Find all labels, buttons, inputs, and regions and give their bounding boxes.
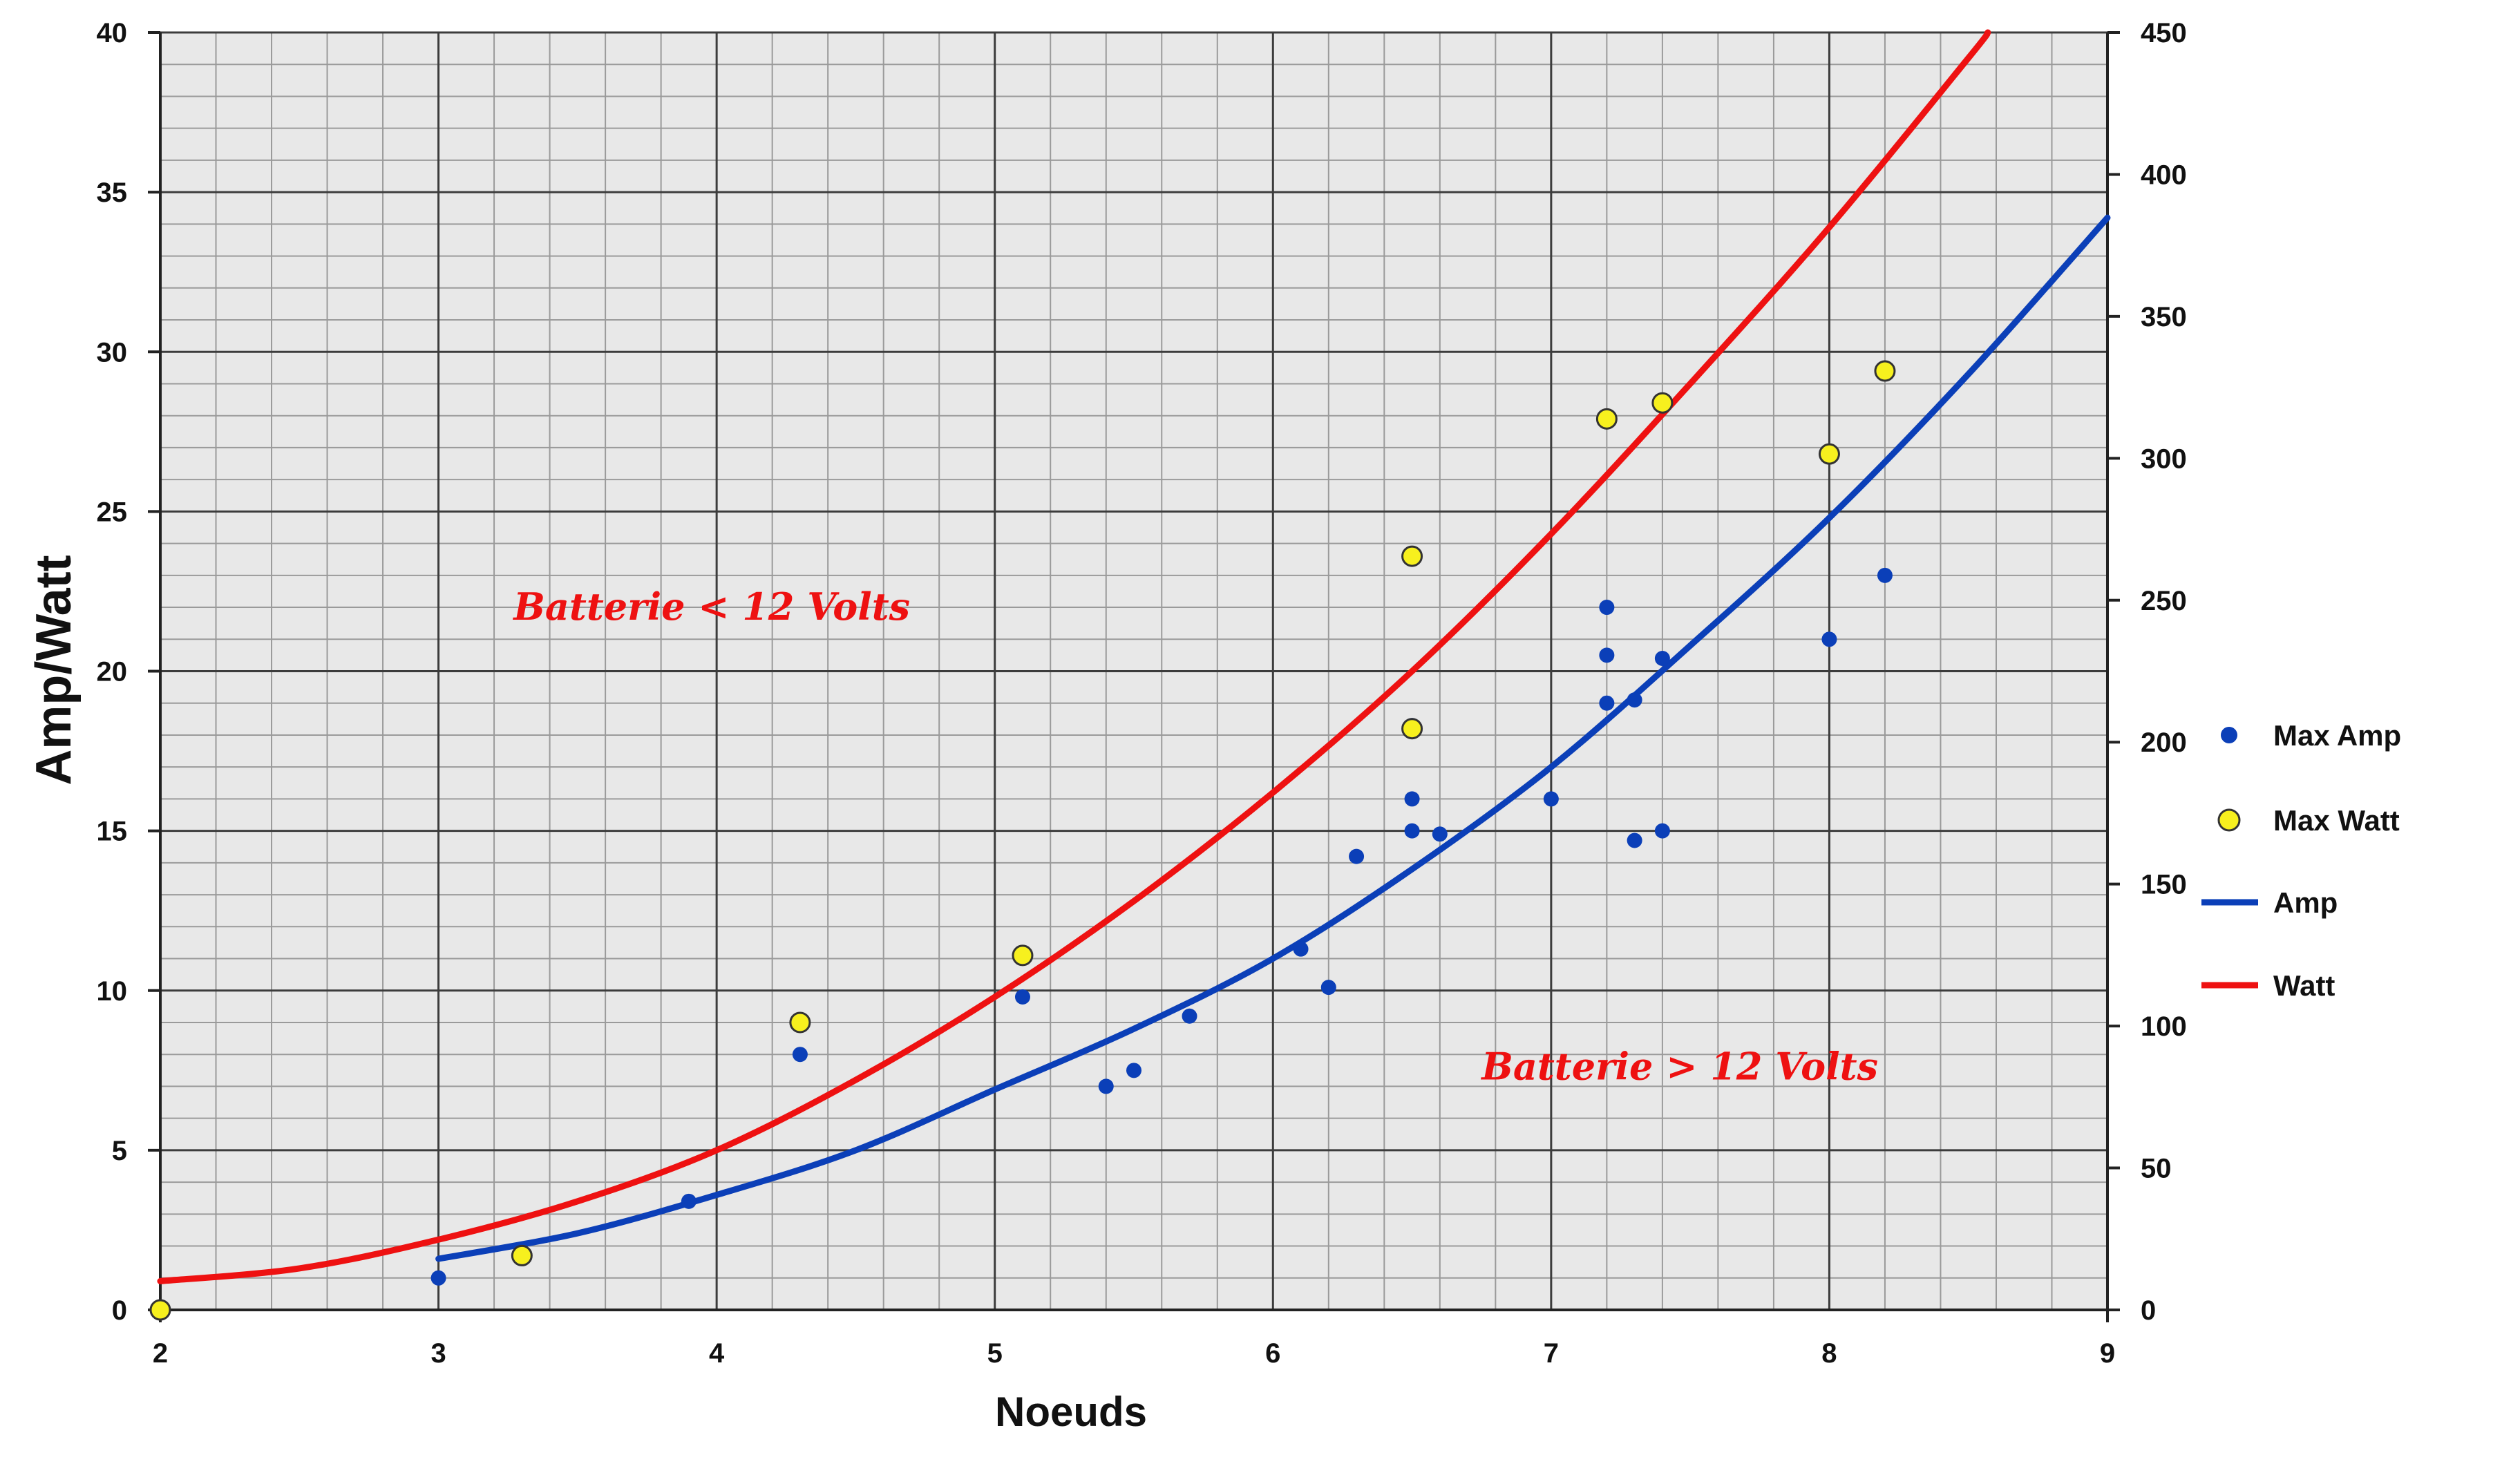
y2-tick-label: 200 bbox=[2141, 727, 2187, 758]
point-max-amp bbox=[1877, 567, 1893, 583]
point-max-amp bbox=[1543, 791, 1559, 807]
point-max-amp bbox=[1654, 823, 1670, 839]
y-tick-label: 30 bbox=[97, 337, 128, 368]
legend-label: Max Watt bbox=[2273, 804, 2400, 837]
point-max-amp bbox=[1627, 692, 1642, 708]
point-max-amp bbox=[681, 1193, 697, 1209]
x-tick-label: 9 bbox=[2100, 1338, 2115, 1369]
y-tick-label: 5 bbox=[112, 1136, 127, 1166]
y2-tick-label: 0 bbox=[2141, 1295, 2156, 1326]
point-max-watt bbox=[1651, 392, 1674, 414]
y-tick-label: 35 bbox=[97, 178, 128, 208]
point-max-amp bbox=[1821, 631, 1837, 647]
legend-label: Watt bbox=[2273, 969, 2335, 1002]
point-max-watt bbox=[1874, 360, 1896, 382]
y2-tick-label: 100 bbox=[2141, 1011, 2187, 1042]
y2-tick-label: 150 bbox=[2141, 870, 2187, 900]
point-max-amp bbox=[1599, 695, 1615, 711]
x-tick-label: 3 bbox=[430, 1338, 446, 1369]
point-max-watt bbox=[1012, 944, 1034, 967]
y2-tick-label: 400 bbox=[2141, 160, 2187, 190]
x-tick-label: 7 bbox=[1544, 1338, 1559, 1369]
y2-tick-label: 350 bbox=[2141, 302, 2187, 332]
point-max-amp bbox=[792, 1047, 808, 1063]
tick-labels: 2 3 4 5 6 7 8 905101520253035400501001502002503… bbox=[97, 18, 2187, 1369]
point-max-amp bbox=[1654, 651, 1670, 667]
data-points bbox=[149, 360, 1896, 1321]
point-max-amp bbox=[1599, 647, 1615, 663]
legend: Max Amp Max Watt Amp Watt bbox=[2201, 719, 2401, 1002]
point-max-amp bbox=[1599, 600, 1615, 616]
point-max-watt bbox=[789, 1011, 811, 1034]
x-axis-title: Noeuds bbox=[995, 1389, 1147, 1435]
point-max-amp bbox=[1293, 941, 1309, 957]
point-max-watt bbox=[149, 1299, 171, 1321]
point-max-amp bbox=[1404, 823, 1420, 839]
point-max-amp bbox=[1432, 826, 1448, 842]
point-max-watt bbox=[511, 1244, 533, 1266]
legend-label: Amp bbox=[2273, 886, 2338, 919]
point-max-watt bbox=[1595, 408, 1618, 430]
x-tick-label: 5 bbox=[987, 1338, 1003, 1369]
trend-lines bbox=[157, 29, 2111, 1284]
x-tick-label: 6 bbox=[1265, 1338, 1280, 1369]
point-max-watt bbox=[1401, 718, 1423, 740]
y-axis-title: Amp/Watt bbox=[26, 555, 82, 785]
series-line-watt bbox=[157, 29, 1991, 1284]
x-tick-label: 4 bbox=[709, 1338, 725, 1369]
y2-tick-label: 250 bbox=[2141, 586, 2187, 616]
legend-marker-max-amp bbox=[2221, 727, 2237, 743]
y-tick-label: 40 bbox=[97, 18, 128, 48]
y-tick-label: 25 bbox=[97, 497, 128, 527]
y2-tick-label: 450 bbox=[2141, 18, 2187, 48]
x-tick-label: 8 bbox=[1821, 1338, 1837, 1369]
annotations: Batterie < 12 Volts Batterie > 12 Volts bbox=[512, 584, 1878, 1089]
legend-marker-max-watt bbox=[2217, 808, 2241, 832]
point-max-amp bbox=[1014, 989, 1030, 1005]
point-max-amp bbox=[1349, 848, 1365, 864]
point-max-amp bbox=[1627, 833, 1642, 848]
y2-tick-label: 300 bbox=[2141, 444, 2187, 474]
series-line-amp bbox=[435, 214, 2111, 1262]
legend-label: Max Amp bbox=[2273, 719, 2401, 752]
x-tick-label: 2 bbox=[153, 1338, 168, 1369]
point-max-amp bbox=[1126, 1063, 1141, 1078]
y-tick-label: 0 bbox=[112, 1295, 127, 1326]
point-max-amp bbox=[1098, 1078, 1114, 1094]
y-tick-label: 10 bbox=[97, 976, 128, 1007]
point-max-amp bbox=[1320, 980, 1336, 996]
point-max-amp bbox=[1404, 791, 1420, 807]
y-tick-label: 20 bbox=[97, 657, 128, 687]
point-max-amp bbox=[430, 1270, 446, 1286]
point-max-watt bbox=[1401, 545, 1423, 567]
point-max-watt bbox=[1818, 443, 1840, 465]
annotation-label: Batterie < 12 Volts bbox=[512, 584, 910, 629]
y-tick-label: 15 bbox=[97, 817, 128, 847]
y2-tick-label: 50 bbox=[2141, 1154, 2172, 1184]
annotation-label: Batterie > 12 Volts bbox=[1480, 1045, 1878, 1089]
point-max-amp bbox=[1182, 1008, 1197, 1024]
